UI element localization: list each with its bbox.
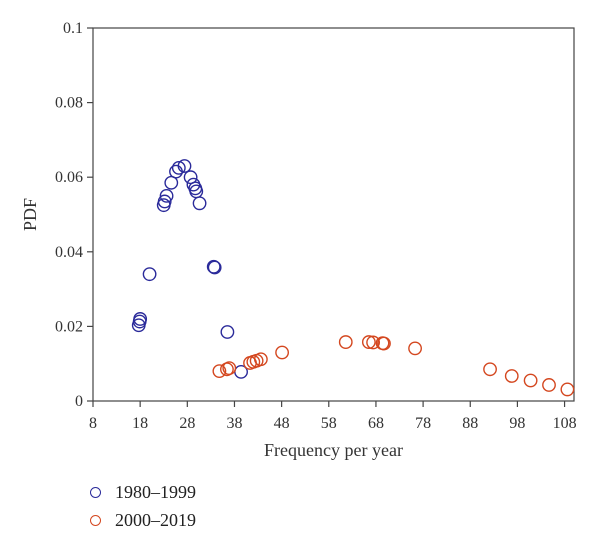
- x-axis-label: Frequency per year: [264, 440, 403, 460]
- data-point-series-2: [253, 352, 268, 367]
- x-tick-label: 68: [368, 415, 384, 432]
- data-point-series-1: [157, 194, 172, 209]
- data-point-series-2: [483, 362, 497, 377]
- x-tick-label: 48: [274, 415, 290, 432]
- data-point-series-1: [192, 196, 207, 211]
- data-point-series-1: [171, 160, 186, 175]
- data-point-series-1: [220, 325, 235, 339]
- data-point-series-2: [222, 361, 237, 376]
- legend-label: 2000–2019: [115, 509, 196, 530]
- legend: 1980–1999 2000–2019: [90, 478, 196, 534]
- x-tick-label: 8: [89, 415, 97, 432]
- x-tick-label: 28: [179, 415, 195, 432]
- y-tick-label: 0: [75, 393, 83, 410]
- data-point-series-2: [377, 336, 391, 351]
- y-axis-label: PDF: [20, 198, 40, 231]
- data-point-series-1: [207, 260, 222, 275]
- legend-marker-circle-icon: [90, 514, 101, 526]
- x-tick-label: 98: [509, 415, 525, 432]
- y-axis: 0 0.02 0.04 0.06 0.08 0.1: [55, 20, 93, 410]
- legend-item-1980-1999: 1980–1999: [90, 478, 196, 506]
- legend-marker-circle-icon: [90, 486, 101, 498]
- y-tick-label: 0.06: [55, 169, 83, 186]
- x-tick-label: 78: [415, 415, 431, 432]
- data-point-series-1: [159, 188, 174, 203]
- data-point-series-2: [523, 373, 538, 388]
- x-tick-label: 108: [553, 415, 577, 432]
- data-point-series-2: [361, 335, 376, 349]
- y-tick-label: 0.04: [55, 244, 83, 261]
- x-tick-label: 58: [321, 415, 337, 432]
- data-point-series-1: [169, 164, 183, 179]
- legend-item-2000-2019: 2000–2019: [90, 506, 196, 534]
- x-tick-label: 88: [462, 415, 478, 432]
- data-point-series-2: [366, 335, 381, 350]
- data-point-series-2: [504, 369, 519, 383]
- y-tick-label: 0.1: [63, 20, 83, 37]
- data-point-series-2: [275, 345, 289, 360]
- data-point-series-1: [177, 159, 192, 173]
- data-point-series-2: [560, 382, 575, 397]
- data-point-series-2: [212, 364, 227, 379]
- y-tick-label: 0.08: [55, 95, 83, 112]
- scatter-chart: 0 0.02 0.04 0.06 0.08 0.1 8 18 28 38 48 58 68 78 88 98…: [20, 20, 577, 460]
- x-tick-label: 18: [132, 415, 148, 432]
- y-tick-label: 0.02: [55, 318, 83, 335]
- legend-label: 1980–1999: [115, 481, 196, 502]
- data-point-series-1: [142, 267, 157, 282]
- plot-frame: [92, 27, 575, 402]
- data-point-series-2: [542, 378, 556, 392]
- data-point-series-2: [408, 341, 422, 356]
- x-tick-label: 38: [226, 415, 242, 432]
- data-point-series-2: [338, 335, 353, 349]
- data-points: [131, 159, 575, 397]
- data-point-series-1: [133, 312, 148, 326]
- x-axis: 8 18 28 38 48 58 68 78 88 98 108: [89, 401, 577, 432]
